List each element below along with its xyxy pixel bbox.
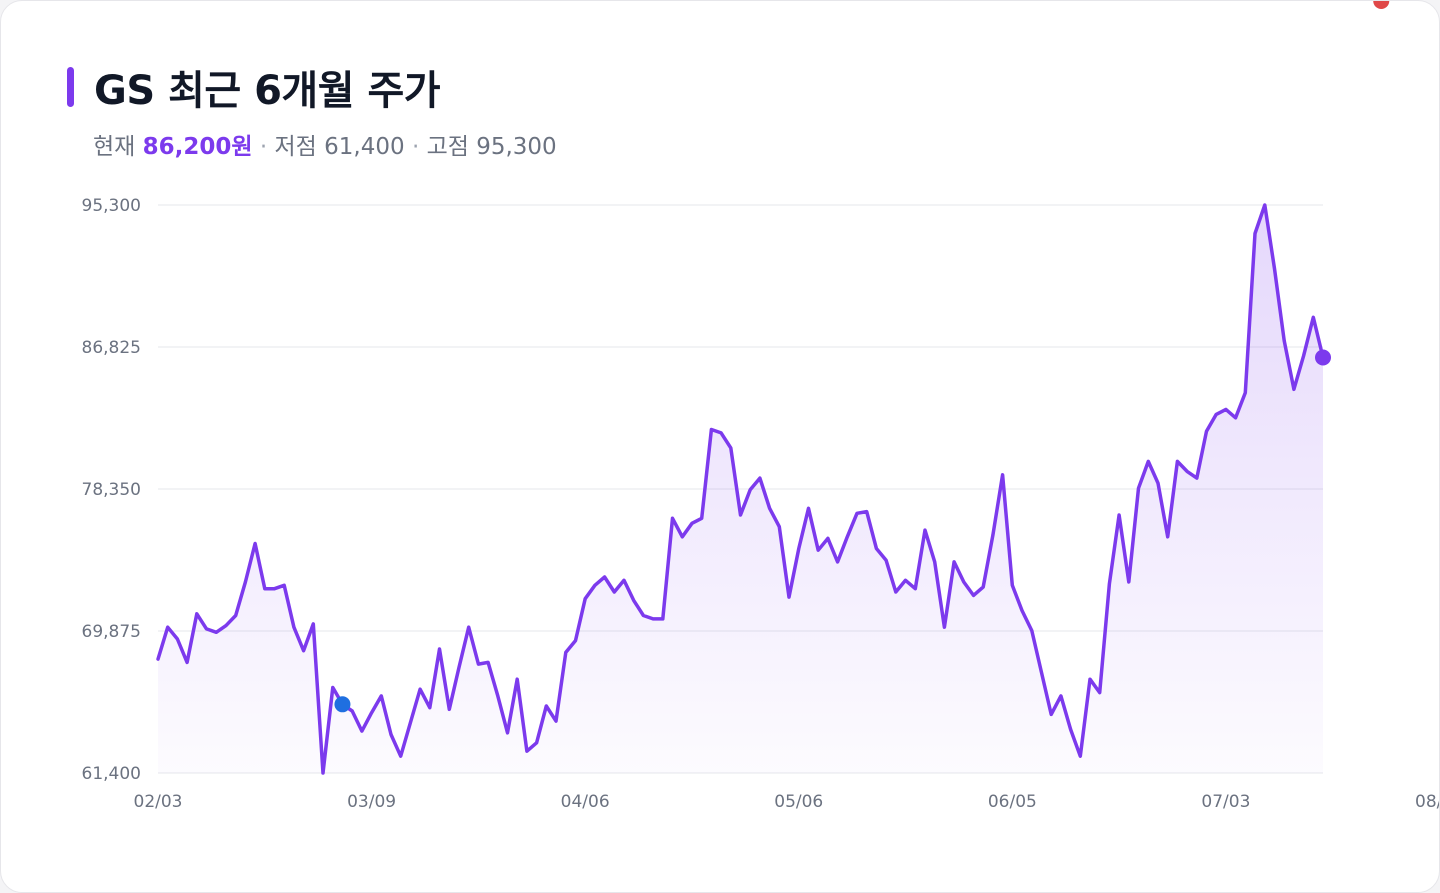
high-point-marker [1373,1,1390,9]
x-tick-label: 02/03 [134,792,183,812]
current-point-marker [1315,349,1331,366]
markers [334,1,1390,713]
title-row: GS 최근 6개월 주가 [67,63,441,114]
x-tick-label: 07/03 [1201,792,1250,812]
low-label: 저점 [274,134,317,160]
price-summary: 현재 86,200원 · 저점 61,400 · 고점 95,300 [93,127,557,161]
low-price: 61,400 [324,134,405,160]
title-accent-bar [67,67,74,107]
y-tick-label: 69,875 [82,622,141,642]
low-point-marker [334,696,351,713]
chart-title: GS 최근 6개월 주가 [94,68,441,114]
current-price: 86,200원 [142,134,253,160]
y-tick-label: 61,400 [82,764,141,784]
x-tick-label: 05/06 [774,792,823,812]
x-tick-label: 06/05 [988,792,1037,812]
y-tick-label: 86,825 [82,338,141,358]
separator: · [411,134,420,160]
current-label: 현재 [93,134,136,160]
price-line [156,203,1325,775]
x-tick-label: 03/09 [347,792,396,812]
high-label: 고점 [426,134,469,160]
x-tick-label: 04/06 [561,792,610,812]
separator: · [259,134,268,160]
y-tick-label: 78,350 [82,480,141,500]
y-tick-label: 95,300 [82,196,141,216]
x-tick-label: 08/03 [1415,792,1439,812]
y-axis: 61,400 69,875 78,350 86,825 95,300 [82,196,141,784]
high-price: 95,300 [476,134,557,160]
x-axis: 02/03 03/09 04/06 05/06 06/05 07/03 08/03 [134,792,1440,812]
